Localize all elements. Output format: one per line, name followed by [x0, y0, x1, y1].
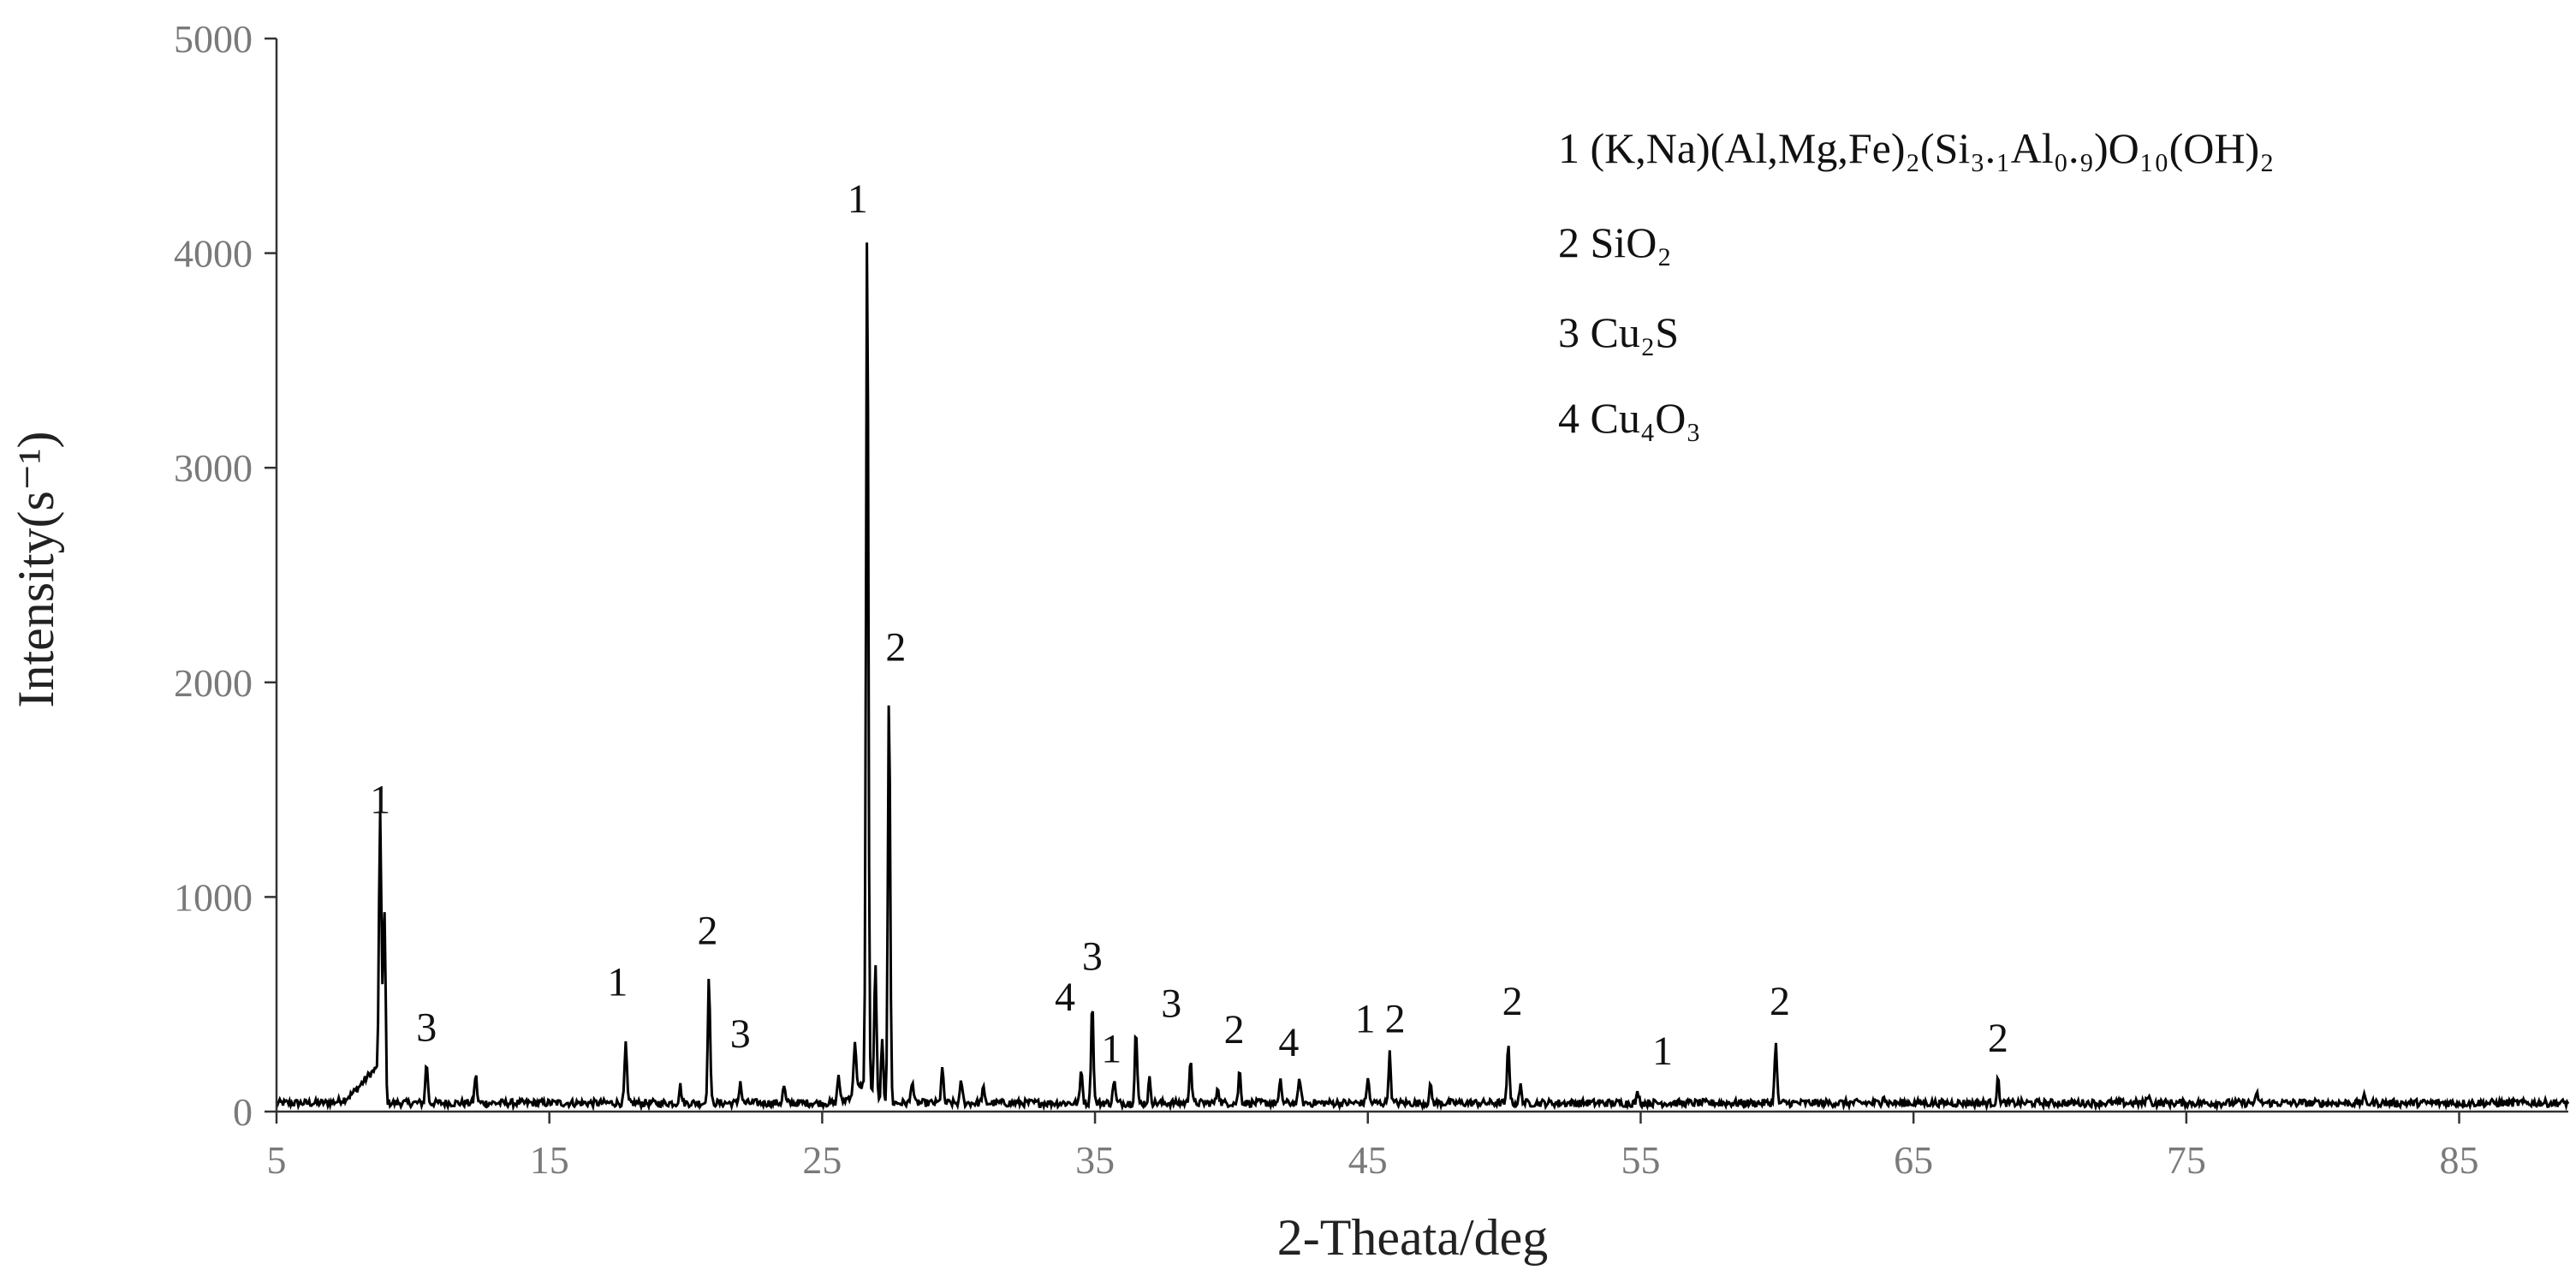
peak-label: 1: [848, 176, 868, 222]
peak-label: 2: [1385, 996, 1406, 1041]
peak-label: 2: [698, 909, 718, 954]
peak-label: 1: [607, 960, 628, 1005]
x-axis-title: 2-Theata/deg: [1277, 1209, 1549, 1266]
x-tick-label: 85: [2440, 1138, 2479, 1182]
peak-label: 3: [1082, 934, 1103, 980]
x-tick-label: 25: [802, 1138, 842, 1182]
peak-label: 4: [1278, 1020, 1299, 1065]
peak-label: 2: [1224, 1007, 1245, 1052]
x-tick-label: 55: [1621, 1138, 1660, 1182]
peak-label: 2: [885, 625, 906, 671]
peak-label: 1: [1101, 1026, 1121, 1071]
x-tick-label: 5: [267, 1138, 287, 1182]
legend-entry-1: 1 (K,Na)(Al,Mg,Fe)₂(Si₃.₁Al₀.₉)O₁₀(OH)₂: [1558, 124, 2275, 172]
legend-entry-3: 3 Cu₂S: [1558, 308, 1679, 356]
legend-entry-2: 2 SiO₂: [1558, 218, 1672, 266]
peak-label: 2: [1502, 979, 1523, 1024]
y-tick-label: 1000: [174, 875, 253, 919]
phase-legend: 1 (K,Na)(Al,Mg,Fe)₂(Si₃.₁Al₀.₉)O₁₀(OH)₂ …: [1558, 124, 2275, 442]
peak-label: 3: [416, 1005, 437, 1050]
x-tick-label: 35: [1075, 1138, 1115, 1182]
x-tick-label: 45: [1348, 1138, 1388, 1182]
diffraction-pattern-line: [275, 242, 2570, 1112]
peak-label: 3: [1161, 981, 1181, 1027]
legend-entry-4: 4 Cu₄O₃: [1558, 394, 1701, 442]
y-tick-label: 4000: [174, 232, 253, 276]
peak-label: 4: [1055, 975, 1075, 1020]
y-axis-title: Intensity(s⁻¹): [8, 432, 64, 708]
peak-label: 2: [1988, 1016, 2008, 1061]
peak-label: 1: [1355, 996, 1376, 1041]
x-tick-label: 65: [1894, 1138, 1933, 1182]
peak-label: 2: [1770, 979, 1790, 1024]
y-tick-label: 0: [233, 1090, 253, 1134]
peak-label: 1: [370, 778, 390, 823]
x-axis-ticks: 5 15 25 35 45 55 65 75 85: [267, 1112, 2479, 1182]
peak-label: 3: [730, 1011, 751, 1057]
x-tick-label: 15: [530, 1138, 569, 1182]
y-tick-label: 2000: [174, 661, 253, 705]
peak-label: 1: [1652, 1029, 1673, 1074]
y-tick-label: 5000: [174, 17, 253, 61]
y-axis-ticks: 0 1000 2000 3000 4000 5000: [174, 17, 277, 1134]
x-tick-label: 75: [2167, 1138, 2206, 1182]
y-tick-label: 3000: [174, 446, 253, 490]
